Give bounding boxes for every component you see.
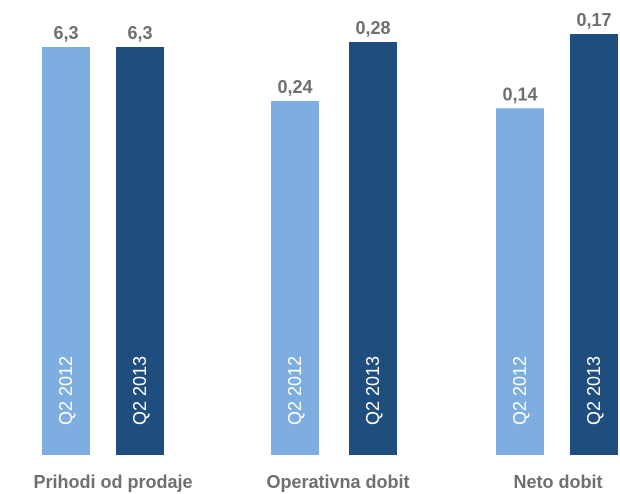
bar-2-0 <box>496 108 544 455</box>
bar-1-1 <box>349 42 397 455</box>
data-label-1-0: 0,24 <box>277 77 312 97</box>
bar-2-1 <box>570 34 618 455</box>
bar-0-0 <box>42 47 90 455</box>
data-label-1-1: 0,28 <box>355 18 390 38</box>
category-label-1: Operativna dobit <box>266 472 409 492</box>
series-label-2-1: Q2 2013 <box>584 356 604 425</box>
series-label-0-1: Q2 2013 <box>130 356 150 425</box>
data-label-2-1: 0,17 <box>576 10 611 30</box>
series-label-1-1: Q2 2013 <box>363 356 383 425</box>
data-label-0-1: 6,3 <box>127 23 152 43</box>
bar-1-0 <box>271 101 319 455</box>
series-label-1-0: Q2 2012 <box>285 356 305 425</box>
category-label-0: Prihodi od prodaje <box>33 472 192 492</box>
data-label-0-0: 6,3 <box>53 23 78 43</box>
data-label-2-0: 0,14 <box>502 84 537 104</box>
category-label-2: Neto dobit <box>514 472 603 492</box>
bar-0-1 <box>116 47 164 455</box>
series-label-2-0: Q2 2012 <box>510 356 530 425</box>
series-label-0-0: Q2 2012 <box>56 356 76 425</box>
